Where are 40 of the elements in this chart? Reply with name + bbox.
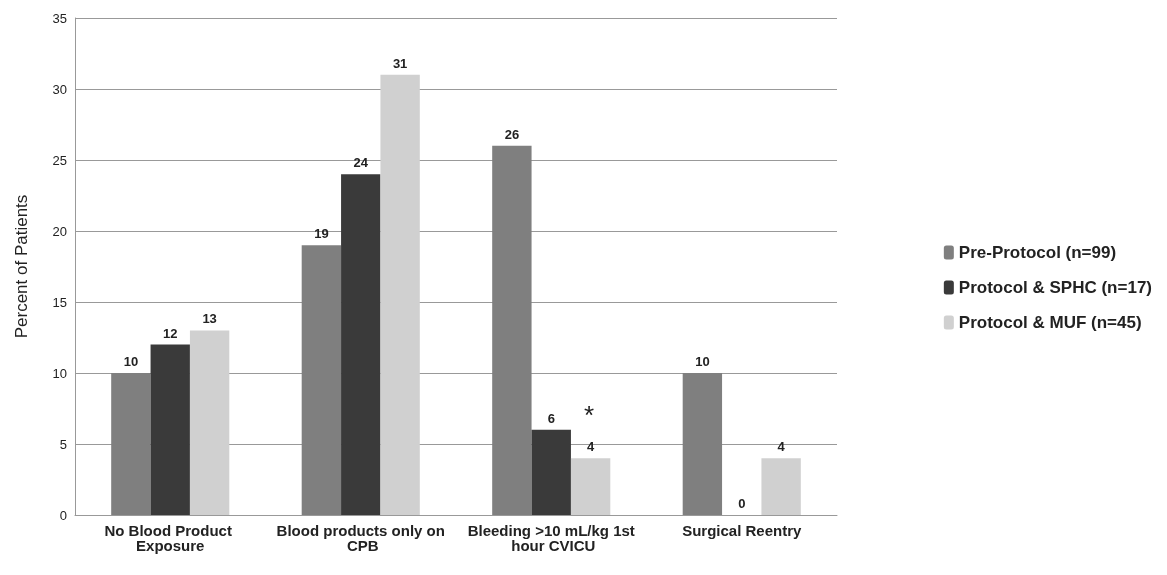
x-tick-label: Bleeding >10 mL/kg 1st hour CVICU bbox=[467, 522, 635, 554]
bar bbox=[492, 145, 532, 515]
bar bbox=[761, 458, 801, 515]
legend-label: Protocol & SPHC (n=17) bbox=[958, 278, 1152, 297]
y-tick-label: 20 bbox=[52, 223, 67, 239]
data-label: 4 bbox=[777, 439, 786, 455]
bar bbox=[111, 373, 151, 515]
bar bbox=[341, 174, 381, 515]
y-tick-label: 25 bbox=[52, 152, 67, 168]
legend-label: Protocol & MUF (n=45) bbox=[958, 313, 1142, 332]
y-tick-label: 30 bbox=[52, 81, 67, 97]
data-label: 19 bbox=[314, 226, 329, 242]
bar bbox=[531, 429, 571, 515]
y-tick-label: 10 bbox=[52, 365, 67, 381]
data-label: 10 bbox=[695, 354, 710, 369]
bar bbox=[570, 458, 611, 515]
data-label: 0 bbox=[738, 496, 746, 511]
x-tick-label: Blood products only on CPB bbox=[276, 522, 445, 554]
y-tick-label: 5 bbox=[59, 436, 67, 452]
bar bbox=[301, 245, 342, 515]
bar bbox=[189, 330, 230, 515]
x-tick-label: Surgical Reentry bbox=[682, 522, 803, 539]
data-label: 24 bbox=[353, 155, 369, 171]
data-label: 26 bbox=[504, 126, 520, 142]
y-axis-title: Percent of Patients bbox=[12, 194, 31, 339]
data-label: 10 bbox=[123, 354, 139, 369]
data-label: 31 bbox=[392, 55, 408, 71]
y-tick-label: 0 bbox=[59, 507, 67, 523]
data-label: 6 bbox=[547, 410, 555, 426]
annotation: * bbox=[584, 400, 595, 430]
data-label: 12 bbox=[163, 325, 178, 341]
legend-label: Pre-Protocol (n=99) bbox=[958, 243, 1117, 262]
bar bbox=[150, 344, 190, 515]
data-label: 13 bbox=[202, 311, 217, 327]
y-tick-label: 15 bbox=[52, 294, 67, 310]
bar bbox=[380, 74, 420, 515]
data-label: 4 bbox=[587, 439, 595, 455]
y-tick-label: 35 bbox=[52, 10, 67, 26]
bar bbox=[682, 373, 723, 515]
x-tick-label: No Blood Product Exposure bbox=[104, 522, 237, 554]
